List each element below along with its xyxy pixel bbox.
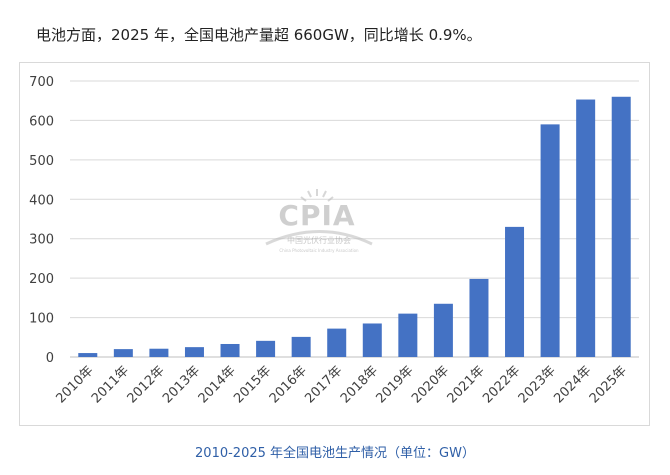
bar-2017年	[327, 328, 347, 357]
x-tick-label: 2021年	[445, 363, 488, 406]
bar-2015年	[256, 340, 276, 357]
x-tick-label: 2013年	[160, 363, 203, 406]
bar-2024年	[576, 99, 596, 357]
y-tick-label: 200	[29, 272, 54, 287]
bar-2013年	[184, 347, 204, 357]
bar-2018年	[362, 323, 382, 357]
y-axis-labels: 0 100 200 300 400 500 600 700	[29, 75, 54, 366]
x-tick-label: 2023年	[516, 363, 559, 406]
x-tick-label: 2020年	[409, 363, 452, 406]
cpia-watermark: CPIA 中国光伏行业协会 China Photovoltaic Industr…	[265, 189, 373, 253]
y-tick-label: 700	[29, 75, 54, 90]
y-tick-label: 500	[29, 154, 54, 169]
bar-2025年	[611, 96, 631, 357]
chart-frame: CPIA 中国光伏行业协会 China Photovoltaic Industr…	[19, 62, 650, 426]
bar-2023年	[540, 124, 560, 357]
watermark-swoosh	[265, 230, 373, 246]
x-tick-label: 2017年	[302, 363, 345, 406]
bar-2020年	[433, 303, 453, 357]
figure-caption: 2010-2025 年全国电池生产情况（单位：GW）	[195, 446, 475, 461]
bar-2010年	[78, 353, 98, 357]
x-tick-label: 2011年	[89, 363, 132, 406]
bar-2022年	[505, 226, 525, 357]
x-tick-label: 2022年	[480, 363, 523, 406]
gridlines	[70, 80, 639, 358]
y-tick-label: 0	[46, 351, 54, 366]
x-tick-label: 2025年	[587, 363, 630, 406]
x-tick-label: 2024年	[551, 363, 594, 406]
watermark-org-en: China Photovoltaic Industry Association	[279, 248, 359, 253]
x-tick-label: 2015年	[231, 363, 274, 406]
x-tick-label: 2019年	[373, 363, 416, 406]
x-tick-label: 2010年	[53, 363, 96, 406]
bars	[78, 96, 631, 357]
x-axis-labels: 2010年2011年2012年2013年2014年2015年2016年2017年…	[53, 363, 630, 406]
bar-2011年	[113, 349, 133, 357]
headline: 电池方面，2025 年，全国电池产量超 660GW，同比增长 0.9%。	[36, 26, 482, 44]
sun-rays-icon	[300, 189, 334, 202]
bar-chart: CPIA 中国光伏行业协会 China Photovoltaic Industr…	[29, 75, 639, 406]
x-tick-label: 2016年	[267, 363, 310, 406]
y-tick-label: 600	[29, 114, 54, 129]
x-tick-label: 2014年	[196, 363, 239, 406]
y-tick-label: 400	[29, 193, 54, 208]
bar-2016年	[291, 336, 311, 357]
bar-2012年	[149, 348, 169, 357]
y-tick-label: 300	[29, 233, 54, 248]
x-tick-label: 2018年	[338, 363, 381, 406]
x-tick-label: 2012年	[125, 363, 168, 406]
y-tick-label: 100	[29, 312, 54, 327]
watermark-org-cn: 中国光伏行业协会	[287, 235, 351, 245]
watermark-logo: CPIA	[278, 199, 355, 232]
bar-2019年	[398, 313, 418, 357]
bar-2014年	[220, 343, 240, 357]
bar-2021年	[469, 278, 489, 357]
